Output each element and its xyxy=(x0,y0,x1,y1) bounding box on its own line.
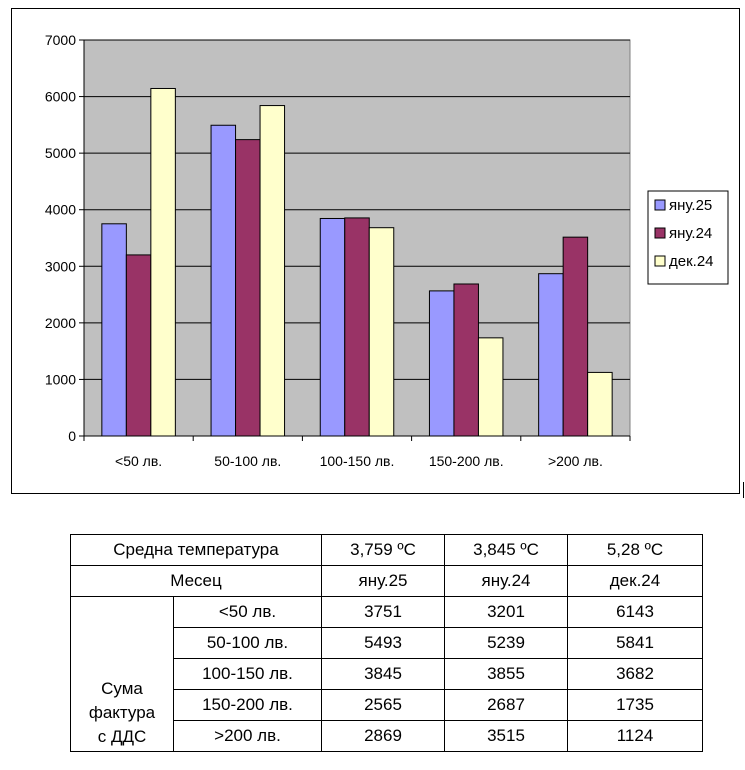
bar xyxy=(125,254,152,437)
value-cell: 3855 xyxy=(444,658,568,690)
bar xyxy=(428,290,455,437)
bar xyxy=(562,236,589,437)
table-row: Сума фактура с ДДС <50 лв. 3751 3201 614… xyxy=(70,596,703,752)
y-tick-label: 3000 xyxy=(45,258,76,274)
text-cursor xyxy=(743,482,744,498)
bar xyxy=(319,217,346,437)
legend-label: яну.25 xyxy=(669,197,712,214)
legend-swatch xyxy=(654,255,666,267)
y-tick-label: 5000 xyxy=(45,145,76,161)
value-cell: 5493 xyxy=(321,627,445,659)
range-cell: 100-150 лв. xyxy=(173,658,322,690)
bar xyxy=(477,337,504,437)
bar-chart: 0 1000 2000 3000 4000 5000 6000 7000 <50 лв. 50-1… xyxy=(45,32,729,469)
value-cell: 5239 xyxy=(444,627,568,659)
temperature-value: 5,28 ºC xyxy=(567,534,703,566)
value-cell: 2869 xyxy=(321,720,445,752)
month-value: яну.25 xyxy=(321,565,445,597)
bar xyxy=(587,371,613,437)
table-row: 150-200 лв. 2565 2687 1735 xyxy=(71,689,703,721)
bar xyxy=(259,105,286,437)
value-cell: 3515 xyxy=(444,720,568,752)
y-tick-label: 4000 xyxy=(45,202,76,218)
range-cell: 150-200 лв. xyxy=(173,689,322,721)
value-cell: 5841 xyxy=(567,627,703,659)
bar xyxy=(101,223,127,437)
month-label: Месец xyxy=(70,565,322,597)
temperature-label: Средна температура xyxy=(70,534,322,566)
bar xyxy=(368,227,395,437)
y-tick-label: 7000 xyxy=(45,32,76,48)
x-tick-label: <50 лв. xyxy=(115,453,162,469)
y-tick-label: 6000 xyxy=(45,89,76,105)
x-tick-label: 100-150 лв. xyxy=(320,453,395,469)
row-group-label-line: фактура xyxy=(88,703,156,722)
value-cell: 2565 xyxy=(321,689,445,721)
legend-label: яну.24 xyxy=(669,225,712,242)
y-tick-label: 0 xyxy=(68,428,76,444)
bar xyxy=(538,273,564,437)
bar xyxy=(235,139,261,437)
range-cell: <50 лв. xyxy=(173,596,322,628)
chart-frame: 0 1000 2000 3000 4000 5000 6000 7000 <50 лв. 50-1… xyxy=(11,8,740,494)
value-cell: 2687 xyxy=(444,689,568,721)
row-group-label-line: Сума xyxy=(101,679,143,698)
temperature-value: 3,759 ºC xyxy=(321,534,445,566)
x-tick-label: >200 лв. xyxy=(548,453,603,469)
legend-swatch xyxy=(654,227,666,239)
value-cell: 6143 xyxy=(567,596,703,628)
value-cell: 3751 xyxy=(321,596,445,628)
y-tick-label: 1000 xyxy=(45,371,76,387)
month-value: яну.24 xyxy=(444,565,568,597)
value-cell: 1735 xyxy=(567,689,703,721)
bar xyxy=(210,124,237,437)
value-cell: 1124 xyxy=(567,720,703,752)
temperature-value: 3,845 ºC xyxy=(444,534,568,566)
x-tick-label: 150-200 лв. xyxy=(429,453,504,469)
month-value: дек.24 xyxy=(567,565,703,597)
row-group-label: Сума фактура с ДДС xyxy=(70,596,174,752)
row-group-label-line: с ДДС xyxy=(97,727,147,746)
data-table: Средна температура 3,759 ºC 3,845 ºC 5,2… xyxy=(70,534,703,752)
bar xyxy=(150,87,176,437)
value-cell: 3682 xyxy=(567,658,703,690)
month-row: Месец яну.25 яну.24 дек.24 xyxy=(70,565,703,597)
bar xyxy=(453,283,479,437)
temperature-row: Средна температура 3,759 ºC 3,845 ºC 5,2… xyxy=(70,534,703,566)
bar xyxy=(344,217,370,437)
y-tick-label: 2000 xyxy=(45,315,76,331)
x-tick-label: 50-100 лв. xyxy=(214,453,281,469)
value-cell: 3845 xyxy=(321,658,445,690)
value-cell: 3201 xyxy=(444,596,568,628)
table-row: >200 лв. 2869 3515 1124 xyxy=(71,720,703,752)
legend-label: дек.24 xyxy=(669,253,714,270)
range-cell: >200 лв. xyxy=(173,720,322,752)
legend-swatch xyxy=(654,199,666,211)
range-cell: 50-100 лв. xyxy=(173,627,322,659)
